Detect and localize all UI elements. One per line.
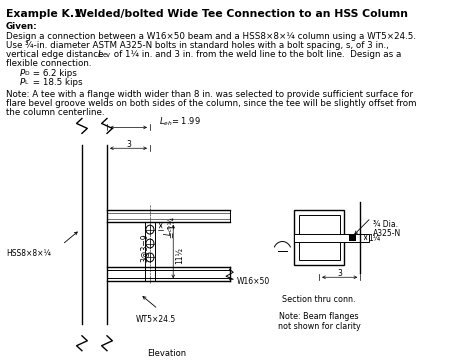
Text: A325-N: A325-N [373, 229, 401, 237]
Text: flexible connection.: flexible connection. [6, 59, 91, 68]
Text: Section thru conn.: Section thru conn. [283, 295, 356, 304]
Text: WT5×24.5: WT5×24.5 [136, 315, 176, 324]
Text: = 1¼: = 1¼ [168, 217, 177, 238]
Bar [348, 235, 356, 240]
Text: L: L [98, 50, 103, 59]
Text: D: D [25, 71, 29, 76]
Text: $\mathit{L}_{cv}$: $\mathit{L}_{cv}$ [163, 223, 175, 236]
Bar [294, 210, 344, 265]
Text: Given:: Given: [6, 22, 37, 31]
Text: = 18.5 kips: = 18.5 kips [30, 78, 82, 87]
Text: of 1¼ in. and 3 in. from the weld line to the bolt line.  Design as a: of 1¼ in. and 3 in. from the weld line t… [110, 50, 401, 59]
Text: P: P [19, 69, 25, 78]
Text: Use ¾-in. diameter ASTM A325-N bolts in standard holes with a bolt spacing, s, o: Use ¾-in. diameter ASTM A325-N bolts in … [6, 41, 389, 50]
Text: W16×50: W16×50 [237, 277, 270, 286]
Text: Note: A tee with a flange width wider than 8 in. was selected to provide suffici: Note: A tee with a flange width wider th… [6, 90, 413, 99]
Text: vertical edge distance: vertical edge distance [6, 50, 106, 59]
Text: not shown for clarity: not shown for clarity [278, 322, 360, 331]
Text: 3: 3 [337, 269, 342, 278]
Text: HSS8×8×¼: HSS8×8×¼ [6, 249, 51, 258]
Text: ev: ev [102, 52, 110, 58]
Text: Elevation: Elevation [147, 349, 186, 358]
Circle shape [146, 253, 154, 262]
Text: 3: 3 [126, 140, 131, 149]
Text: flare bevel groove welds on both sides of the column, since the tee will be slig: flare bevel groove welds on both sides o… [6, 98, 416, 108]
Text: the column centerline.: the column centerline. [6, 108, 104, 117]
Text: Welded/bolted Wide Tee Connection to an HSS Column: Welded/bolted Wide Tee Connection to an … [75, 9, 408, 19]
Text: ¾ Dia.: ¾ Dia. [373, 220, 398, 229]
Text: = 6.2 kips: = 6.2 kips [30, 69, 77, 78]
Text: Example K.1: Example K.1 [6, 9, 82, 19]
Text: P: P [19, 78, 25, 87]
Text: 3@3=9: 3@3=9 [139, 233, 148, 262]
Text: L: L [25, 80, 28, 85]
Text: 11½: 11½ [175, 247, 184, 264]
Text: 1¼: 1¼ [368, 234, 381, 243]
Bar [299, 215, 340, 260]
Text: $\mathit{L}_{eh}$= 1.99: $\mathit{L}_{eh}$= 1.99 [159, 116, 201, 129]
Circle shape [146, 239, 154, 248]
Text: Note: Beam flanges: Note: Beam flanges [279, 312, 359, 321]
Text: Design a connection between a W16×50 beam and a HSS8×8×¼ column using a WT5×24.5: Design a connection between a W16×50 bea… [6, 32, 416, 41]
Circle shape [146, 225, 154, 234]
Bar [294, 233, 369, 241]
